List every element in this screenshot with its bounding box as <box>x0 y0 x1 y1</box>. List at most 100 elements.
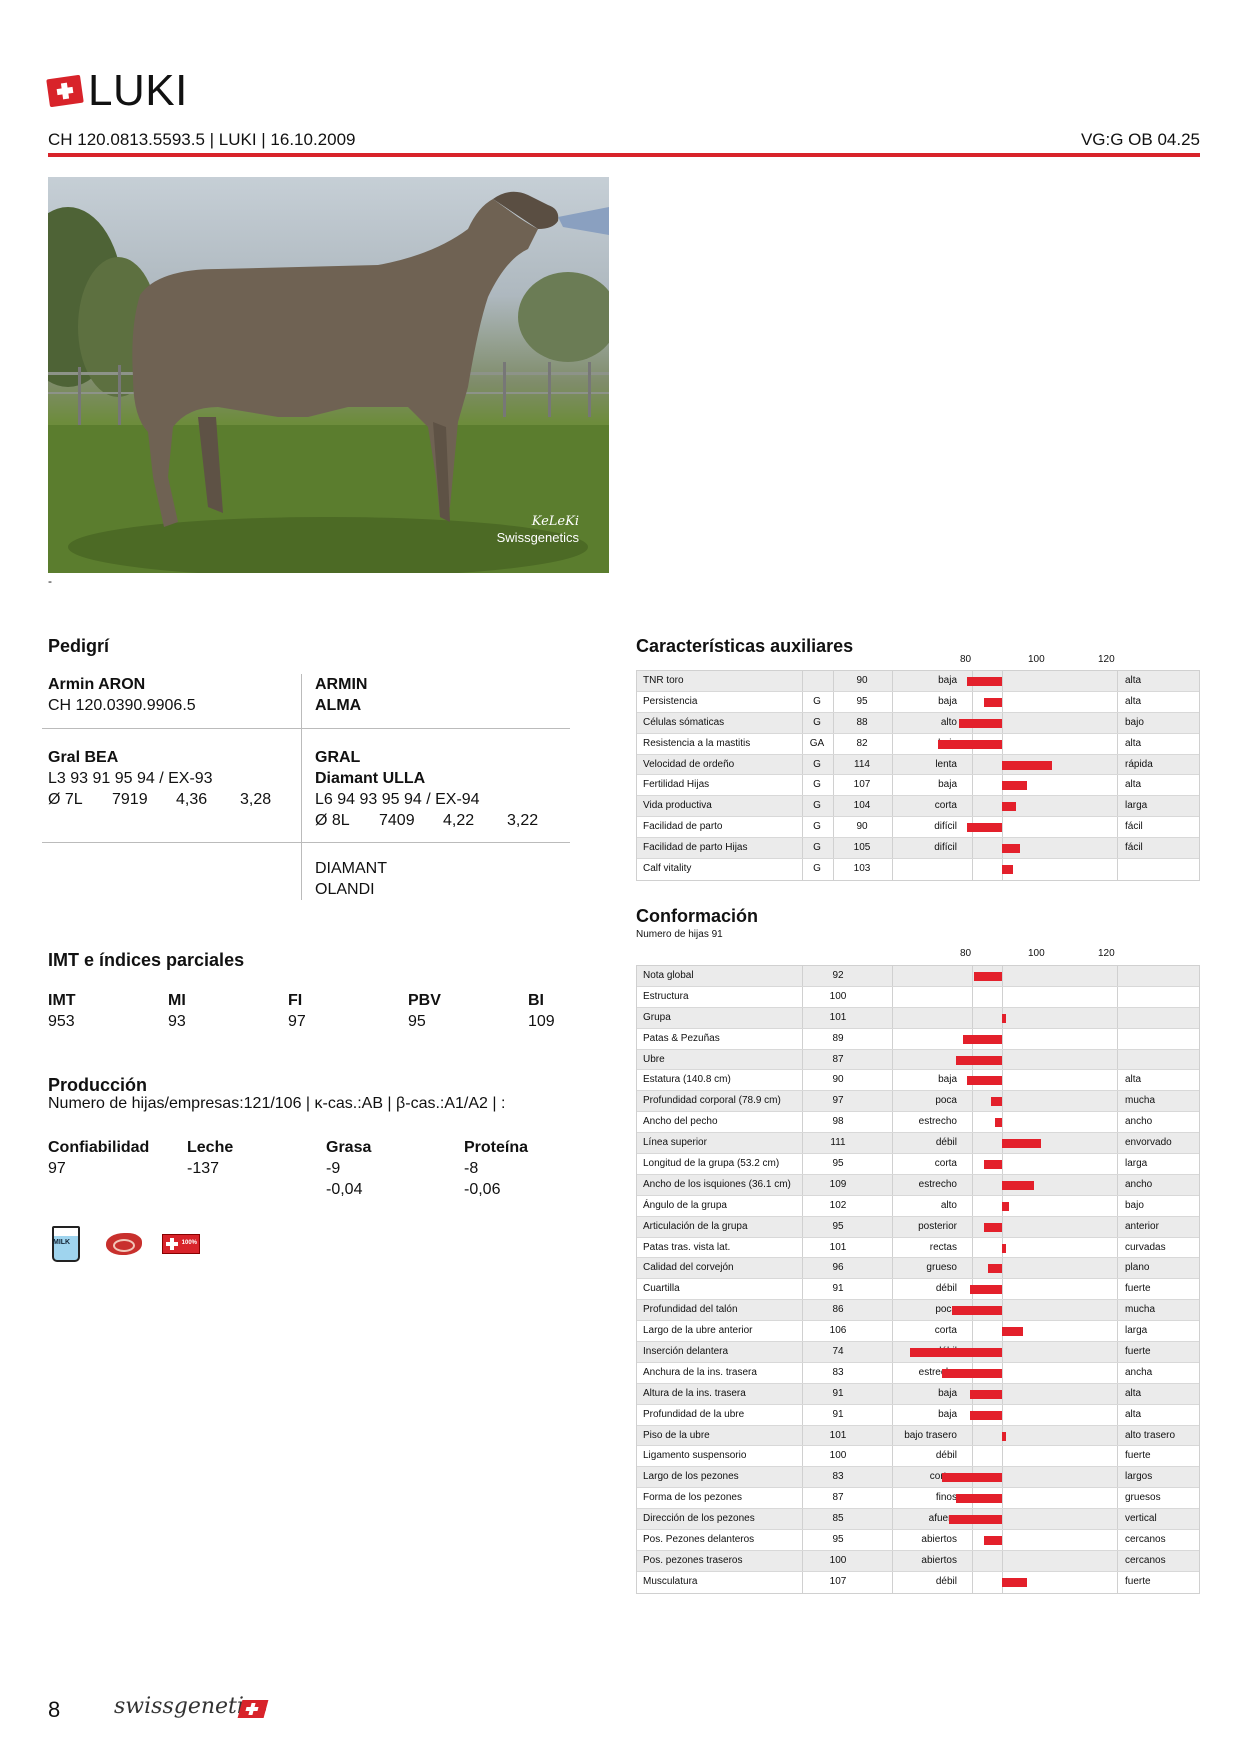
fi-value: 97 <box>288 1013 306 1030</box>
trait-bar <box>973 972 1002 981</box>
trait-row: Patas tras. vista lat. 101 rectas curvadas <box>637 1237 1199 1259</box>
fat-kg-value: -9 <box>326 1160 341 1177</box>
trait-value: 102 <box>829 1199 847 1211</box>
imt-label: IMT <box>48 992 76 1009</box>
dam-dam-production: Ø 8L 7409 4,22 3,22 <box>315 812 539 829</box>
dam-name: Gral BEA <box>48 749 119 766</box>
pbv-label: PBV <box>408 992 441 1009</box>
trait-value: 100 <box>829 1450 847 1462</box>
trait-row: Largo de la ubre anterior 106 corta larga <box>637 1321 1199 1343</box>
trait-row: Velocidad de ordeño G 114 lenta rápida <box>637 754 1199 776</box>
trait-bar <box>966 823 1002 833</box>
trait-row: Longitud de la grupa (53.2 cm) 95 corta lar… <box>637 1154 1199 1175</box>
trait-row: Vida productiva G 104 corta larga <box>637 796 1199 818</box>
trait-low-label: afuera <box>928 1513 957 1525</box>
trait-high-label: fuerte <box>1125 1346 1151 1358</box>
trait-high-label: cercanos <box>1125 1554 1166 1566</box>
trait-row: Patas & Pezuñas 89 <box>637 1028 1199 1050</box>
trait-bar <box>1002 844 1020 854</box>
trait-low-label: débil <box>935 1575 957 1587</box>
trait-low-label: abiertos <box>921 1554 957 1566</box>
trait-bar <box>984 1160 1002 1170</box>
mi-label: MI <box>168 992 186 1009</box>
trait-value: 95 <box>832 1534 844 1546</box>
trait-low-label: corta <box>934 1325 957 1337</box>
trait-bar <box>984 1222 1002 1232</box>
trait-low-label: baja <box>938 675 957 686</box>
trait-value: 95 <box>832 1220 844 1232</box>
trait-low-label: finos <box>935 1492 957 1504</box>
trait-row: Pos. Pezones delanteros 95 abiertos cercano… <box>637 1530 1199 1551</box>
reliability-label: Confiabilidad <box>48 1139 150 1156</box>
trait-high-label: fuerte <box>1125 1283 1151 1295</box>
trait-low-label: débil <box>935 1450 957 1462</box>
trait-row: Grupa 101 <box>637 1007 1199 1029</box>
trait-bar <box>952 1306 1002 1316</box>
trait-name: Largo de la ubre anterior <box>643 1325 753 1337</box>
pbv-value: 95 <box>408 1013 426 1030</box>
trait-row: Inserción delantera74débilfuerte <box>637 1342 1199 1363</box>
trait-genomic-flag: G <box>813 863 821 875</box>
trait-name: Forma de los pezones <box>643 1492 742 1504</box>
brand-cross-icon <box>237 1700 269 1718</box>
dam-dam-dam: OLANDI <box>315 881 375 898</box>
trait-value: 104 <box>853 800 871 812</box>
conformation-table: Nota global 92 Estructura 100 Grupa 101 Patas … <box>636 965 1200 1594</box>
trait-row: Cuartilla 91 débil fuerte <box>637 1279 1199 1301</box>
trait-high-label: bajo <box>1125 716 1144 728</box>
trait-value: 97 <box>832 1095 844 1107</box>
id-line: CH 120.0813.5593.5 | LUKI | 16.10.2009 <box>48 130 356 149</box>
mi-value: 93 <box>168 1013 186 1030</box>
photo-watermark-brand: Swissgenetics <box>496 530 579 545</box>
trait-high-label: anterior <box>1125 1220 1159 1232</box>
dam-sire: GRAL <box>315 749 361 766</box>
trait-value: 87 <box>832 1492 844 1504</box>
trait-bar <box>948 1515 1002 1525</box>
photo-watermark-keleki: KeLeKi <box>531 514 579 529</box>
trait-bar <box>970 1410 1002 1420</box>
imt-value: 953 <box>48 1013 75 1030</box>
trait-high-label: ancho <box>1125 1178 1153 1190</box>
conf-scale-100: 100 <box>1028 948 1045 959</box>
trait-low-label: alto <box>940 716 957 728</box>
dam-dam-score: L6 94 93 95 94 / EX-94 <box>315 791 480 808</box>
trait-bar <box>991 1097 1002 1107</box>
trait-value: 109 <box>829 1178 847 1190</box>
trait-high-label: gruesos <box>1125 1492 1161 1504</box>
trait-bar <box>955 1494 1002 1504</box>
trait-high-label: alta <box>1125 675 1142 686</box>
trait-bar <box>1002 1431 1006 1441</box>
trait-value: 90 <box>856 675 868 686</box>
trait-high-label: mucha <box>1125 1095 1156 1107</box>
trait-bar <box>1002 781 1027 791</box>
conf-scale-80: 80 <box>960 948 972 959</box>
trait-name: Articulación de la grupa <box>643 1220 748 1232</box>
trait-high-label: fácil <box>1125 842 1143 854</box>
trait-high-label: envorvado <box>1125 1137 1172 1149</box>
trait-high-label: curvadas <box>1125 1241 1166 1253</box>
trait-genomic-flag: G <box>813 758 821 770</box>
imt-table: IMT 953 MI 93 FI 97 PBV 95 BI 109 <box>48 990 568 1032</box>
milk-label: Leche <box>187 1139 234 1156</box>
trait-low-label: corta <box>934 1158 957 1170</box>
trait-row: Ligamento suspensorio 100 débil fuerte <box>637 1446 1199 1468</box>
page-number: 8 <box>48 1697 61 1722</box>
fat-label: Grasa <box>326 1139 372 1156</box>
trait-value: 100 <box>829 1554 847 1566</box>
pedigree-table: Armin ARON CH 120.0390.9906.5 ARMIN ALMA… <box>42 674 570 900</box>
trait-bar <box>1002 1013 1006 1023</box>
trait-high-label: ancha <box>1125 1366 1153 1378</box>
trait-high-label: larga <box>1125 1325 1148 1337</box>
trait-row: Resistencia a la mastitisGA82bajaalta <box>637 733 1199 755</box>
header-divider <box>48 153 1200 157</box>
trait-name: Ángulo de la grupa <box>643 1199 727 1211</box>
fat-pct-value: -0,04 <box>326 1181 363 1198</box>
trait-name: Altura de la ins. trasera <box>643 1387 746 1399</box>
trait-high-label: rápida <box>1125 758 1153 770</box>
trait-row: Ubre 87 <box>637 1049 1199 1071</box>
trait-high-label: alta <box>1125 1408 1142 1420</box>
trait-bar <box>970 1285 1002 1295</box>
trait-name: Pos. Pezones delanteros <box>643 1534 755 1546</box>
trait-value: 103 <box>853 863 871 875</box>
trait-name: Ubre <box>643 1053 665 1065</box>
